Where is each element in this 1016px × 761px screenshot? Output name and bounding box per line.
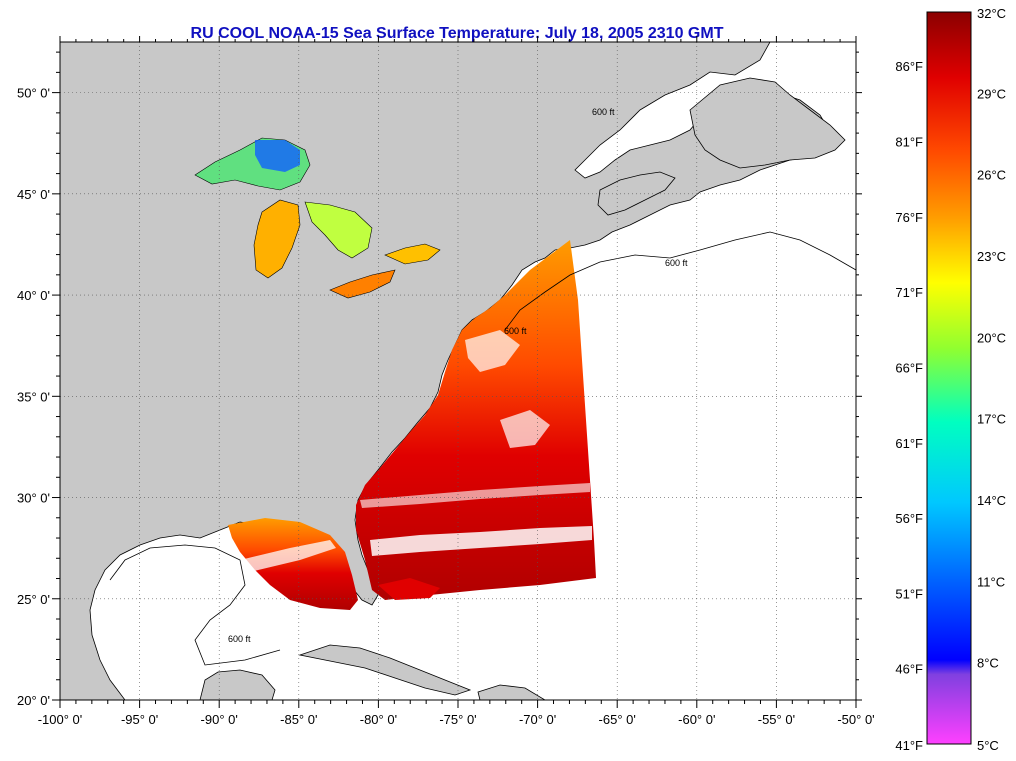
hispaniola <box>477 684 546 700</box>
colorbar-fahrenheit-label: 46°F <box>895 662 923 677</box>
sst-gulf-cloud <box>240 540 336 572</box>
colorbar-celsius-label: 23°C <box>977 249 1006 264</box>
colorbar-celsius-label: 14°C <box>977 493 1006 508</box>
colorbar-fahrenheit-labels: 86°F 81°F 76°F 71°F 66°F 61°F 56°F 51°F 46°F 41°F <box>895 59 923 753</box>
colorbar-fahrenheit-label: 81°F <box>895 135 923 150</box>
lake-michigan <box>253 199 301 279</box>
colorbar-celsius-label: 20°C <box>977 330 1006 345</box>
sst-swath-cloud-streak <box>370 526 592 556</box>
lake-erie <box>329 269 396 299</box>
x-tick-label: -70° 0' <box>519 712 556 727</box>
colorbar-celsius-label: 29°C <box>977 86 1006 101</box>
x-tick-label: -95° 0' <box>121 712 158 727</box>
longitude-axis: -100° 0' -95° 0' -90° 0' -85° 0' -80° 0' -75°… <box>38 36 875 727</box>
colorbar-celsius-label: 17°C <box>977 412 1006 427</box>
y-tick-label: 45° 0' <box>17 187 50 202</box>
y-tick-label: 20° 0' <box>17 693 50 708</box>
colorbar-fahrenheit-label: 56°F <box>895 511 923 526</box>
lake-ontario <box>384 243 441 265</box>
y-tick-label: 40° 0' <box>17 288 50 303</box>
colorbar-fahrenheit-label: 51°F <box>895 586 923 601</box>
colorbar-fahrenheit-label: 76°F <box>895 210 923 225</box>
latitude-axis: 20° 0' 25° 0' 30° 0' 35° 0' 40° 0' 45° 0' 50° … <box>17 51 862 708</box>
x-tick-label: -90° 0' <box>201 712 238 727</box>
contour-label-gulf: 600 ft <box>228 634 251 644</box>
colorbar-fahrenheit-label: 61°F <box>895 436 923 451</box>
contour-600ft-gulf <box>109 544 281 666</box>
y-tick-label: 25° 0' <box>17 592 50 607</box>
colorbar-fahrenheit-label: 86°F <box>895 59 923 74</box>
colorbar-celsius-labels: 32°C 29°C 26°C 23°C 20°C 17°C 14°C 11°C 8°C 5°C <box>977 6 1006 753</box>
x-tick-label: -75° 0' <box>439 712 476 727</box>
x-tick-label: -100° 0' <box>38 712 83 727</box>
x-tick-label: -50° 0' <box>837 712 874 727</box>
lake-huron <box>304 201 373 259</box>
contour-label-maritimes: 600 ft <box>665 258 688 268</box>
colorbar-celsius-label: 26°C <box>977 168 1006 183</box>
x-tick-label: -55° 0' <box>758 712 795 727</box>
x-tick-label: -60° 0' <box>678 712 715 727</box>
newfoundland <box>689 77 846 169</box>
colorbar-celsius-label: 8°C <box>977 656 999 671</box>
cuba <box>298 644 472 696</box>
x-tick-label: -85° 0' <box>280 712 317 727</box>
y-tick-label: 50° 0' <box>17 86 50 101</box>
contour-600ft-atlantic <box>504 231 856 331</box>
y-tick-label: 30° 0' <box>17 491 50 506</box>
y-tick-label: 35° 0' <box>17 389 50 404</box>
sst-swath-cloud-patches <box>465 330 550 448</box>
sst-florida-keys <box>378 578 440 600</box>
map-area: 600 ft 600 ft 600 ft 600 ft <box>60 42 856 700</box>
sst-swath-cloud-streak-2 <box>360 483 590 508</box>
yucatan <box>199 669 276 700</box>
contour-label-newfoundland: 600 ft <box>592 107 615 117</box>
colorbar-celsius-label: 32°C <box>977 6 1006 21</box>
colorbar-fahrenheit-label: 66°F <box>895 360 923 375</box>
sst-swath-atlantic <box>356 240 596 600</box>
colorbar-fahrenheit-label: 71°F <box>895 285 923 300</box>
x-tick-label: -80° 0' <box>360 712 397 727</box>
colorbar <box>926 11 972 745</box>
map-title: RU COOL NOAA-15 Sea Surface Temperature:… <box>191 25 724 42</box>
x-tick-label: -65° 0' <box>599 712 636 727</box>
lake-superior-cold <box>255 140 300 172</box>
colorbar-celsius-label: 11°C <box>977 574 1005 589</box>
colorbar-fahrenheit-label: 41°F <box>895 738 923 753</box>
colorbar-celsius-label: 5°C <box>977 738 999 753</box>
contour-label-atlantic: 600 ft <box>504 326 527 336</box>
